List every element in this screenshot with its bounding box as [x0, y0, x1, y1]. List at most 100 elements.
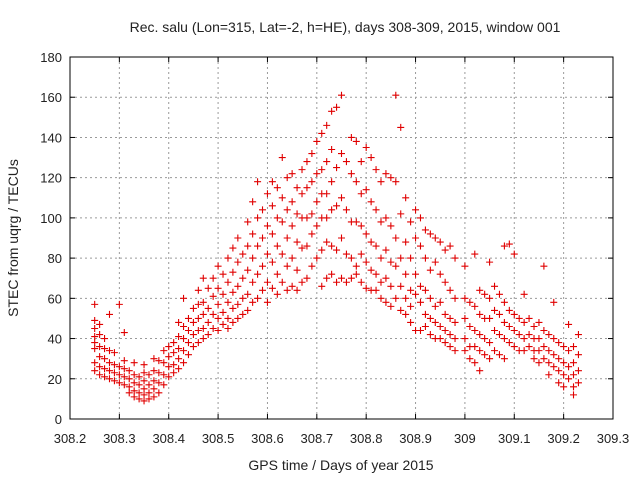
y-tick-label: 60	[48, 291, 62, 306]
data-point	[402, 194, 410, 202]
data-point	[184, 351, 192, 359]
data-point	[244, 218, 252, 226]
data-point	[189, 304, 197, 312]
data-point	[560, 383, 568, 391]
data-point	[194, 339, 202, 347]
data-point	[535, 318, 543, 326]
data-point	[461, 314, 469, 322]
data-point	[140, 369, 148, 377]
data-point	[377, 218, 385, 226]
data-point	[421, 226, 429, 234]
data-point	[101, 373, 109, 381]
data-point	[224, 325, 232, 332]
data-point	[392, 178, 400, 186]
data-point	[540, 343, 548, 351]
data-point	[426, 294, 434, 302]
data-point	[105, 359, 113, 367]
data-point	[254, 242, 262, 250]
data-point	[505, 339, 513, 347]
data-point	[352, 137, 360, 145]
x-tick-label: 308.5	[202, 431, 235, 446]
data-point	[308, 178, 316, 186]
data-point	[145, 371, 153, 379]
data-point	[570, 391, 578, 399]
data-point	[224, 314, 232, 322]
data-point	[500, 298, 508, 306]
data-point	[357, 158, 365, 166]
data-point	[194, 300, 202, 308]
data-point	[466, 322, 474, 330]
data-point	[278, 218, 286, 226]
data-point	[308, 150, 316, 158]
data-point	[426, 331, 434, 339]
data-point	[140, 385, 148, 393]
data-point	[342, 250, 350, 258]
data-point	[91, 325, 99, 332]
data-point	[273, 242, 281, 250]
data-point	[372, 166, 380, 174]
data-point	[180, 335, 188, 343]
data-point	[120, 365, 128, 373]
data-point	[387, 258, 395, 266]
data-point	[283, 174, 291, 182]
data-point	[476, 367, 484, 375]
data-point	[347, 254, 355, 262]
data-point	[303, 158, 311, 166]
data-point	[96, 331, 104, 339]
data-point	[491, 306, 499, 314]
data-point	[357, 278, 365, 286]
data-point	[229, 318, 237, 326]
data-point	[239, 294, 247, 302]
data-point	[333, 246, 341, 254]
data-point	[234, 300, 242, 308]
data-point	[323, 190, 331, 198]
data-point	[367, 198, 375, 206]
data-point	[254, 270, 262, 278]
data-point	[387, 302, 395, 310]
data-point	[120, 329, 128, 337]
data-point	[273, 184, 281, 192]
data-point	[184, 327, 192, 335]
data-point	[510, 250, 518, 258]
data-point	[382, 214, 390, 222]
data-point	[234, 282, 242, 290]
data-point	[298, 278, 306, 286]
data-point	[184, 314, 192, 322]
data-point	[446, 242, 454, 250]
data-point	[239, 310, 247, 318]
y-axis-label: STEC from uqrg / TECUs	[5, 159, 21, 317]
data-point	[560, 359, 568, 367]
data-point	[500, 355, 508, 363]
y-tick-label: 120	[40, 171, 62, 186]
data-point	[204, 331, 212, 339]
data-point	[323, 121, 331, 129]
data-point	[412, 234, 420, 242]
data-point	[328, 242, 336, 250]
data-point	[352, 218, 360, 226]
grid	[70, 57, 613, 419]
data-point	[189, 318, 197, 326]
data-point	[412, 206, 420, 214]
data-point	[175, 345, 183, 353]
data-point	[491, 282, 499, 290]
data-point	[565, 347, 573, 355]
data-point	[471, 343, 479, 351]
data-point	[125, 389, 133, 397]
data-point	[239, 274, 247, 282]
data-point	[416, 298, 424, 306]
data-point	[244, 266, 252, 274]
data-point	[194, 327, 202, 335]
data-point	[105, 375, 113, 383]
data-point	[421, 286, 429, 294]
data-point	[377, 254, 385, 262]
data-point	[234, 314, 242, 322]
data-point	[130, 393, 138, 401]
data-point	[550, 298, 558, 306]
data-point	[318, 166, 326, 174]
data-point	[219, 270, 227, 278]
data-point	[288, 198, 296, 206]
data-point	[402, 270, 410, 278]
data-point	[115, 371, 123, 379]
data-point	[570, 343, 578, 351]
plot-frame	[69, 56, 614, 420]
